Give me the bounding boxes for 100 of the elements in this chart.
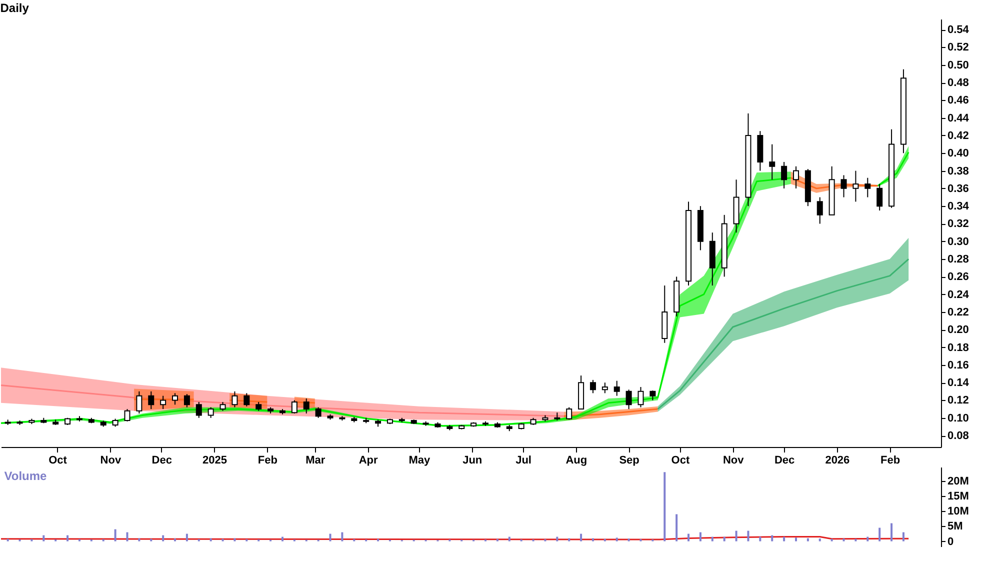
chart-title: Daily <box>0 1 30 15</box>
candlestick <box>232 390 238 408</box>
bar <box>699 532 702 542</box>
y-tick-label: 0.10 <box>948 412 969 424</box>
x-tick-label: 2026 <box>825 454 850 466</box>
bar <box>222 538 224 542</box>
x-tick-label: Sep <box>619 454 640 466</box>
candlestick <box>864 177 871 198</box>
x-tick-label: Feb <box>880 454 900 466</box>
x-tick-label: Jun <box>462 454 482 466</box>
y-tick-label: 0.38 <box>948 165 969 178</box>
x-tick-label: Dec <box>152 454 172 466</box>
candlestick <box>172 392 178 406</box>
x-tick-label: Mar <box>306 454 326 466</box>
candlestick <box>626 389 632 410</box>
candlestick <box>590 379 596 394</box>
y-tick-label: 0.08 <box>948 430 969 442</box>
bar <box>688 534 690 542</box>
bar <box>126 532 128 542</box>
bar <box>162 535 164 542</box>
bar <box>42 535 45 542</box>
bar <box>842 538 845 542</box>
bar <box>377 538 380 542</box>
candlestick <box>196 401 202 418</box>
x-tick-label: Nov <box>100 454 122 466</box>
bar <box>616 538 618 542</box>
candlestick <box>160 395 166 410</box>
candlestick <box>566 406 572 420</box>
bar <box>568 538 570 542</box>
candlestick <box>816 196 823 224</box>
candlestick <box>291 400 298 414</box>
y-tick-label: 0.54 <box>948 24 970 36</box>
bar <box>711 536 714 542</box>
x-tick-label: Feb <box>258 454 278 466</box>
bar <box>556 536 558 542</box>
y-tick-label: 0.40 <box>948 148 969 160</box>
bar <box>806 538 809 542</box>
bar <box>186 534 188 542</box>
y-tick-label: 0.22 <box>948 306 969 318</box>
bar <box>783 536 786 542</box>
y-tick-label: 0.28 <box>948 254 969 266</box>
candlestick <box>136 390 142 414</box>
y-tick-label: 0.16 <box>948 359 969 372</box>
bar <box>747 530 750 542</box>
x-tick-label: May <box>408 454 432 466</box>
y-tick-label: 0.32 <box>948 218 969 230</box>
bar <box>878 528 881 542</box>
bar <box>604 538 606 542</box>
bar <box>496 538 498 542</box>
candlestick <box>614 380 620 396</box>
chart-title: Volume <box>4 469 48 483</box>
y-tick-label: 0.42 <box>948 130 969 142</box>
bar <box>723 536 726 542</box>
y-tick-label: 0.26 <box>948 271 969 284</box>
y-tick-label: 20M <box>948 476 969 488</box>
y-tick-label: 0.34 <box>948 200 970 213</box>
line-series <box>563 408 659 417</box>
candlestick <box>303 398 310 414</box>
bar <box>138 538 140 542</box>
y-tick-label: 0.18 <box>948 342 969 354</box>
y-tick-label: 0.36 <box>948 182 969 195</box>
candlestick <box>124 408 130 422</box>
bar <box>580 534 582 542</box>
y-tick-label: 0.30 <box>948 236 969 248</box>
bar <box>854 538 857 542</box>
y-tick-label: 0.44 <box>948 112 970 124</box>
y-tick-label: 0.24 <box>948 288 970 301</box>
y-tick-label: 5M <box>948 520 963 533</box>
candlestick <box>184 394 190 408</box>
line-series <box>790 177 879 190</box>
bar <box>329 534 332 542</box>
x-tick-label: 2025 <box>202 454 227 466</box>
candlestick <box>769 144 776 180</box>
x-tick-label: Aug <box>566 454 588 466</box>
bar <box>794 538 797 542</box>
candlestick <box>781 161 788 189</box>
bar <box>508 536 510 542</box>
line-series <box>0 384 565 417</box>
bar <box>890 523 893 542</box>
candlestick <box>650 390 656 401</box>
x-tick-label: Oct <box>48 454 68 466</box>
bar <box>771 535 774 542</box>
x-tick-label: Nov <box>722 454 745 466</box>
y-tick-label: 15M <box>948 490 969 503</box>
y-tick-label: 0.12 <box>948 394 969 407</box>
bar <box>735 530 738 542</box>
bar <box>150 538 152 542</box>
x-tick-label: Apr <box>358 454 378 466</box>
bar <box>830 538 833 542</box>
candlestick <box>208 406 214 418</box>
bar <box>676 514 678 542</box>
bar <box>902 532 904 542</box>
x-tick-label: Jul <box>516 454 532 466</box>
y-tick-label: 0.52 <box>948 42 969 54</box>
bar <box>210 538 212 542</box>
y-tick-label: 0.48 <box>948 77 969 90</box>
candlestick <box>148 390 154 410</box>
bar <box>114 529 116 542</box>
bar <box>759 536 762 542</box>
bar <box>281 536 284 542</box>
